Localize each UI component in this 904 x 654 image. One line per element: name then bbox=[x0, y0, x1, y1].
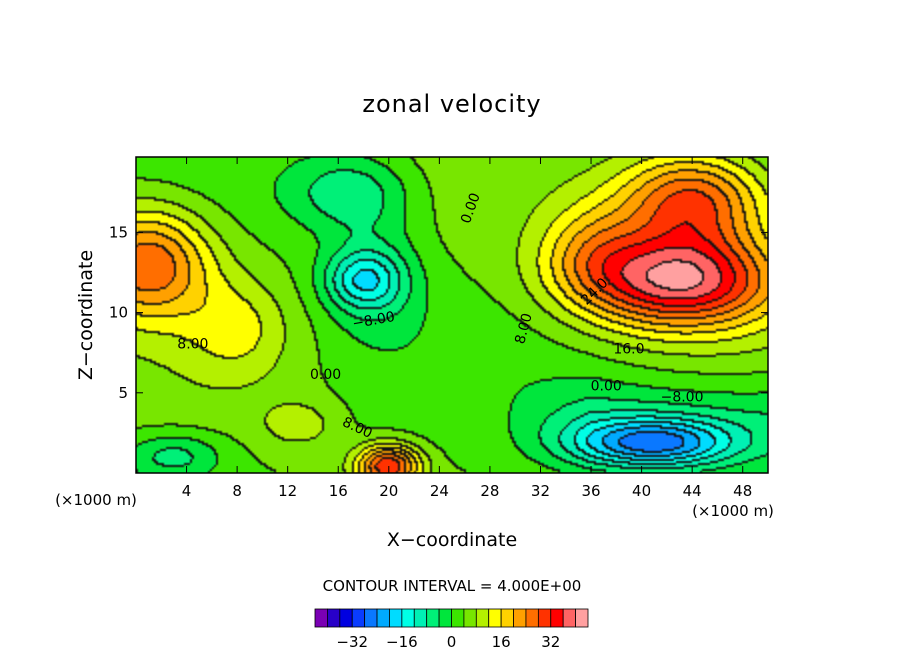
colorbar-cell bbox=[389, 608, 403, 628]
x-tick-label: 40 bbox=[632, 482, 651, 500]
x-tick-label: 36 bbox=[581, 482, 600, 500]
colorbar-cell bbox=[438, 608, 452, 628]
y-axis-ticks: 5 10 15 bbox=[109, 223, 768, 402]
x-unit-right: (×1000 m) bbox=[692, 502, 774, 520]
contour-label: −8.00 bbox=[351, 309, 396, 332]
plot-area: 0.00−8.008.000.008.008.0024.016.00.00−8.… bbox=[135, 156, 769, 474]
contour-label: 8.00 bbox=[512, 312, 536, 346]
x-axis-label: X−coordinate bbox=[387, 529, 517, 551]
x-tick-label: 32 bbox=[531, 482, 550, 500]
colorbar-cell bbox=[413, 608, 428, 628]
x-tick-label: 24 bbox=[430, 482, 449, 500]
x-tick-label: 16 bbox=[329, 482, 348, 500]
x-tick-label: 48 bbox=[733, 482, 752, 500]
colorbar-cell bbox=[451, 608, 465, 628]
x-axis-ticks: 4 8 12 16 20 24 28 32 36 40 44 48 bbox=[182, 157, 752, 500]
contour-label: 0.00 bbox=[591, 378, 622, 394]
colorbar-tick-label: 0 bbox=[447, 633, 457, 651]
colorbar-cell bbox=[500, 608, 514, 628]
x-tick-label: 12 bbox=[278, 482, 297, 500]
x-tick-label: 28 bbox=[480, 482, 499, 500]
colorbar-cell bbox=[376, 608, 390, 628]
contour-label: −8.00 bbox=[661, 390, 704, 406]
colorbar-cell bbox=[550, 608, 564, 628]
colorbar-cell bbox=[314, 608, 328, 628]
colorbar-tick-label: 32 bbox=[541, 633, 560, 651]
colorbar-cell bbox=[339, 608, 353, 628]
x-tick-label: 4 bbox=[182, 482, 192, 500]
plot-frame bbox=[135, 156, 769, 474]
colorbar-cell bbox=[426, 608, 440, 628]
contour-label: 8.00 bbox=[177, 337, 208, 353]
colorbar-cell bbox=[364, 608, 378, 628]
x-tick-label: 8 bbox=[232, 482, 242, 500]
y-tick-label: 5 bbox=[118, 384, 128, 402]
colorbar-cell bbox=[513, 608, 527, 628]
y-tick-label: 15 bbox=[109, 223, 128, 241]
colorbar-cell bbox=[562, 608, 576, 628]
colorbar bbox=[314, 608, 589, 628]
colorbar-tick-labels: −32 −16 0 16 32 bbox=[336, 633, 560, 651]
colorbar-tick-label: −32 bbox=[336, 633, 368, 651]
heatmap-field bbox=[136, 157, 768, 473]
y-axis-label: Z−coordinate bbox=[75, 250, 97, 380]
chart-title: zonal velocity bbox=[362, 90, 541, 118]
colorbar-tick-label: −16 bbox=[386, 633, 418, 651]
colorbar-cell bbox=[537, 608, 552, 628]
colorbar-cell bbox=[351, 608, 366, 628]
contour-label: 0.00 bbox=[310, 367, 341, 383]
colorbar-cell bbox=[575, 608, 589, 628]
x-tick-label: 20 bbox=[379, 482, 398, 500]
colorbar-cell bbox=[475, 608, 490, 628]
contour-label: 16.0 bbox=[613, 341, 644, 357]
colorbar-cell bbox=[525, 608, 539, 628]
x-unit-left: (×1000 m) bbox=[55, 491, 137, 509]
colorbar-cell bbox=[401, 608, 415, 628]
colorbar-cell bbox=[463, 608, 477, 628]
colorbar-tick-label: 16 bbox=[492, 633, 511, 651]
x-tick-label: 44 bbox=[683, 482, 702, 500]
colorbar-cell bbox=[327, 608, 341, 628]
colorbar-cell bbox=[488, 608, 502, 628]
y-tick-label: 10 bbox=[109, 304, 128, 322]
contour-interval-text: CONTOUR INTERVAL = 4.000E+00 bbox=[323, 577, 582, 595]
